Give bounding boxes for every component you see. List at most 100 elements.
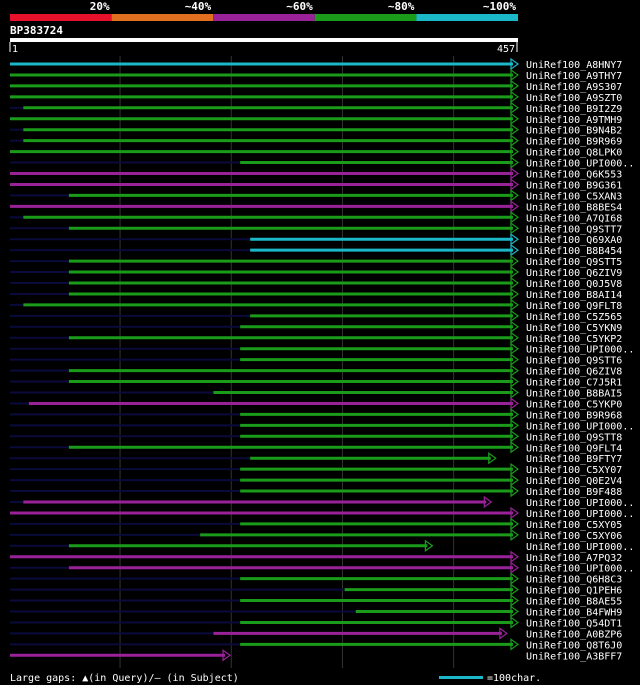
hit-row[interactable]: UniRef100_B9N4B2 (10, 123, 622, 137)
hit-label[interactable]: UniRef100_C5XY07 (526, 465, 622, 476)
hit-label[interactable]: UniRef100_B8B454 (526, 246, 622, 257)
hit-label[interactable]: UniRef100_C5XY05 (526, 520, 622, 531)
hit-label[interactable]: UniRef100_C5YKN9 (526, 323, 622, 334)
hit-label[interactable]: UniRef100_Q54DT1 (526, 618, 622, 629)
hit-label[interactable]: UniRef100_UPI000.. (526, 564, 634, 575)
hit-label[interactable]: UniRef100_B9N4B2 (526, 126, 622, 137)
hit-label[interactable]: UniRef100_A7PQ32 (526, 553, 622, 564)
hit-label[interactable]: UniRef100_Q8LPK0 (526, 148, 622, 159)
hit-row[interactable]: UniRef100_Q9STT7 (10, 222, 622, 235)
hit-row[interactable]: UniRef100_C5XY07 (10, 462, 622, 476)
hit-label[interactable]: UniRef100_UPI000.. (526, 498, 634, 509)
hit-label[interactable]: UniRef100_Q6K553 (526, 170, 622, 181)
hit-row[interactable]: UniRef100_A9S307 (10, 79, 622, 93)
hit-row[interactable]: UniRef100_Q8LPK0 (10, 145, 622, 159)
hit-label[interactable]: UniRef100_B9G361 (526, 180, 622, 191)
hit-row[interactable]: UniRef100_Q1PEH6 (10, 583, 622, 597)
hit-row[interactable]: UniRef100_UPI000.. (10, 156, 634, 170)
hit-label[interactable]: UniRef100_C5YKP0 (526, 399, 622, 410)
hit-row[interactable]: UniRef100_Q9STT8 (10, 430, 622, 443)
hit-row[interactable]: UniRef100_A0BZP6 (10, 627, 622, 640)
hit-row[interactable]: UniRef100_Q8T6J0 (10, 638, 622, 651)
hit-label[interactable]: UniRef100_A3BFF7 (526, 651, 622, 662)
hit-row[interactable]: UniRef100_C7J5R1 (10, 375, 622, 389)
hit-row[interactable]: UniRef100_B9I2Z9 (10, 101, 622, 115)
hit-label[interactable]: UniRef100_Q9FLT8 (526, 301, 622, 312)
hit-label[interactable]: UniRef100_B9F488 (526, 487, 622, 498)
hit-row[interactable]: UniRef100_C5YKP0 (10, 397, 622, 410)
hit-label[interactable]: UniRef100_A9SZT0 (526, 93, 622, 104)
hit-row[interactable]: UniRef100_UPI000.. (10, 506, 634, 520)
hit-row[interactable]: UniRef100_C5XAN3 (10, 189, 622, 202)
hit-row[interactable]: UniRef100_B8AI14 (10, 287, 622, 301)
hit-row[interactable]: UniRef100_Q0J5V8 (10, 276, 622, 290)
hit-row[interactable]: UniRef100_Q9FLT4 (10, 441, 622, 454)
hit-label[interactable]: UniRef100_C5YKP2 (526, 334, 622, 345)
hit-label[interactable]: UniRef100_C5XAN3 (526, 191, 622, 202)
hit-row[interactable]: UniRef100_UPI000.. (10, 342, 634, 356)
hit-row[interactable]: UniRef100_A7PQ32 (10, 550, 622, 564)
hit-row[interactable]: UniRef100_Q54DT1 (10, 616, 622, 629)
hit-row[interactable]: UniRef100_C5YKN9 (10, 320, 622, 334)
hit-label[interactable]: UniRef100_Q8T6J0 (526, 640, 622, 651)
hit-row[interactable]: UniRef100_B9F488 (10, 484, 622, 498)
hit-label[interactable]: UniRef100_Q6ZIV8 (526, 367, 622, 378)
hit-row[interactable]: UniRef100_B9R969 (10, 134, 622, 148)
hit-label[interactable]: UniRef100_Q0E2V4 (526, 476, 622, 487)
hit-label[interactable]: UniRef100_Q69XA0 (526, 235, 622, 246)
hit-label[interactable]: UniRef100_UPI000.. (526, 542, 634, 553)
hit-label[interactable]: UniRef100_Q9STT5 (526, 257, 622, 268)
hit-row[interactable]: UniRef100_Q69XA0 (10, 233, 622, 246)
hit-label[interactable]: UniRef100_UPI000.. (526, 345, 634, 356)
hit-row[interactable]: UniRef100_Q6K553 (10, 167, 622, 181)
hit-label[interactable]: UniRef100_A0BZP6 (526, 629, 622, 640)
hit-row[interactable]: UniRef100_C5Z565 (10, 309, 622, 323)
hit-row[interactable]: UniRef100_UPI000.. (10, 539, 634, 553)
hit-row[interactable]: UniRef100_Q9STT5 (10, 254, 622, 268)
hit-label[interactable]: UniRef100_A8HNY7 (526, 60, 622, 71)
hit-row[interactable]: UniRef100_Q0E2V4 (10, 473, 622, 487)
hit-label[interactable]: UniRef100_B8AI14 (526, 290, 622, 301)
hit-row[interactable]: UniRef100_B4FWH9 (10, 605, 622, 619)
hit-label[interactable]: UniRef100_Q1PEH6 (526, 586, 622, 597)
hit-row[interactable]: UniRef100_Q6ZIV9 (10, 265, 622, 279)
hit-label[interactable]: UniRef100_C5Z565 (526, 312, 622, 323)
hit-row[interactable]: UniRef100_B8B454 (10, 243, 622, 257)
hit-label[interactable]: UniRef100_A9TMH9 (526, 115, 622, 126)
hit-row[interactable]: UniRef100_B9G361 (10, 178, 622, 191)
hit-label[interactable]: UniRef100_A9THY7 (526, 71, 622, 82)
hit-label[interactable]: UniRef100_B9FTY7 (526, 454, 622, 465)
hit-label[interactable]: UniRef100_UPI000.. (526, 159, 634, 170)
hit-row[interactable]: UniRef100_A8HNY7 (10, 57, 622, 71)
hit-label[interactable]: UniRef100_C5XY06 (526, 531, 622, 542)
hit-label[interactable]: UniRef100_Q9STT7 (526, 224, 622, 235)
hit-row[interactable]: UniRef100_B8BES4 (10, 200, 622, 213)
hit-row[interactable]: UniRef100_B9FTY7 (10, 452, 622, 465)
hit-row[interactable]: UniRef100_Q6H8C3 (10, 572, 622, 586)
hit-row[interactable]: UniRef100_A9SZT0 (10, 90, 622, 104)
hit-label[interactable]: UniRef100_B8BAI5 (526, 389, 622, 400)
hit-row[interactable]: UniRef100_Q9STT6 (10, 353, 622, 367)
hit-row[interactable]: UniRef100_A9TMH9 (10, 112, 622, 126)
hit-row[interactable]: UniRef100_A3BFF7 (10, 649, 622, 662)
hit-row[interactable]: UniRef100_A7QI68 (10, 211, 622, 224)
hit-label[interactable]: UniRef100_C7J5R1 (526, 378, 622, 389)
hit-label[interactable]: UniRef100_B8AE55 (526, 597, 622, 608)
hit-row[interactable]: UniRef100_UPI000.. (10, 495, 634, 509)
hit-label[interactable]: UniRef100_Q9FLT4 (526, 443, 622, 454)
hit-row[interactable]: UniRef100_B8BAI5 (10, 386, 622, 400)
hit-row[interactable]: UniRef100_Q6ZIV8 (10, 364, 622, 378)
hit-label[interactable]: UniRef100_B8BES4 (526, 202, 622, 213)
hit-row[interactable]: UniRef100_B9R968 (10, 408, 622, 421)
hit-row[interactable]: UniRef100_C5XY06 (10, 528, 622, 542)
hit-label[interactable]: UniRef100_Q9STT8 (526, 432, 622, 443)
hit-label[interactable]: UniRef100_B9R968 (526, 410, 622, 421)
hit-row[interactable]: UniRef100_B8AE55 (10, 594, 622, 608)
hit-label[interactable]: UniRef100_A7QI68 (526, 213, 622, 224)
hit-label[interactable]: UniRef100_Q9STT6 (526, 356, 622, 367)
hit-label[interactable]: UniRef100_Q6ZIV9 (526, 268, 622, 279)
hit-label[interactable]: UniRef100_A9S307 (526, 82, 622, 93)
hit-label[interactable]: UniRef100_UPI000.. (526, 421, 634, 432)
hit-row[interactable]: UniRef100_UPI000.. (10, 561, 634, 575)
hit-row[interactable]: UniRef100_C5YKP2 (10, 331, 622, 345)
